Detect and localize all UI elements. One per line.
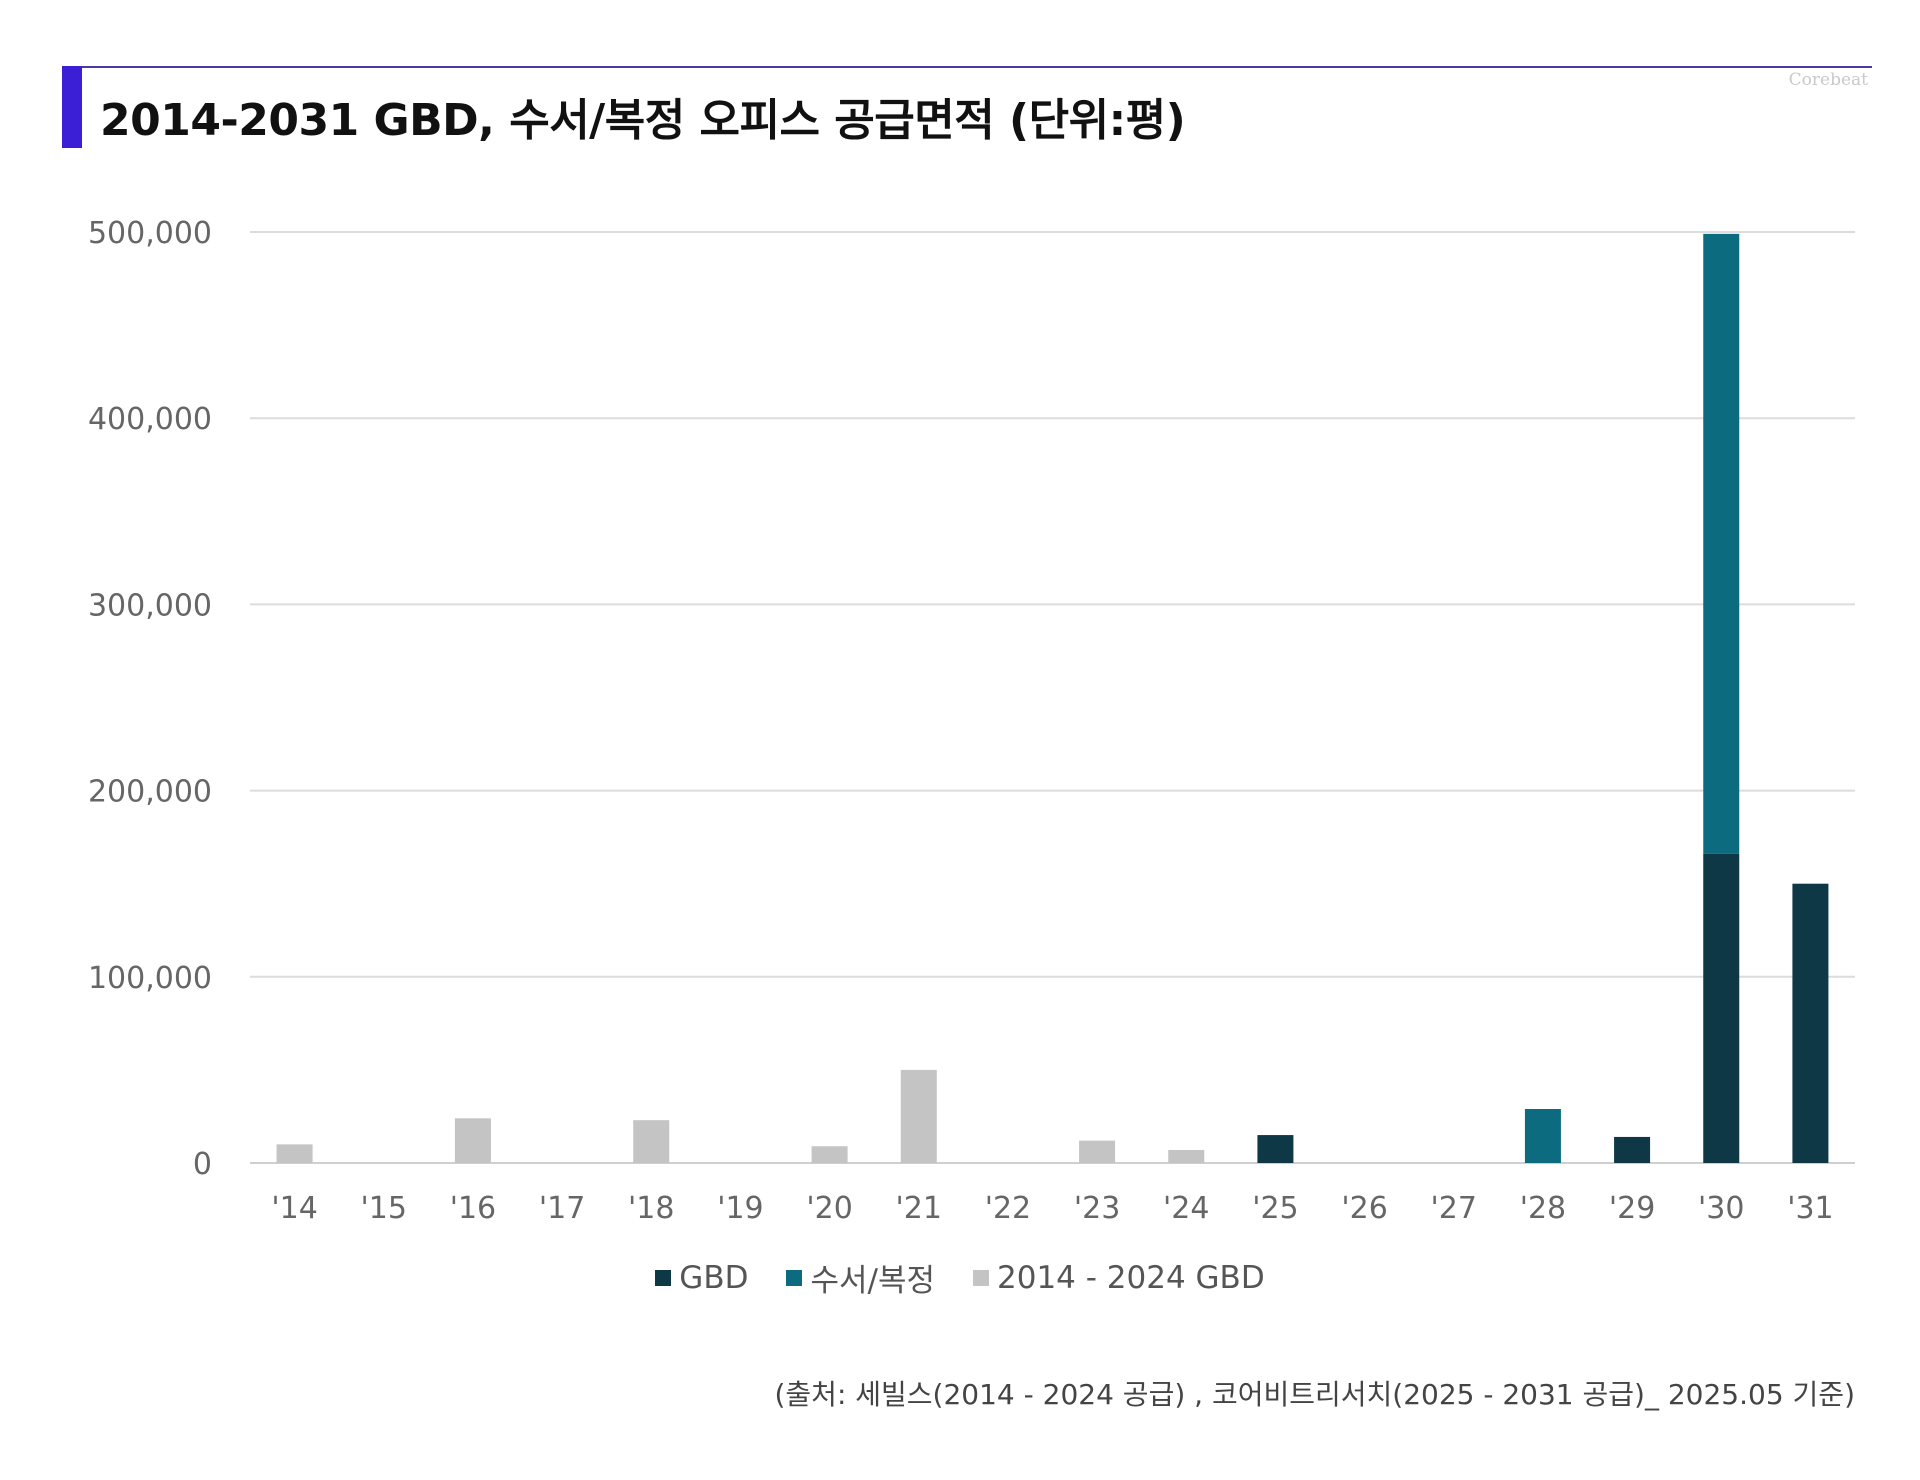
chart-title: 2014-2031 GBD, 수서/복정 오피스 공급면적 (단위:평) xyxy=(100,95,1186,146)
x-tick-label: '26 xyxy=(1341,1191,1387,1226)
x-tick-label: '15 xyxy=(361,1191,407,1226)
brand-watermark: Corebeat xyxy=(1788,70,1868,90)
x-tick-label: '23 xyxy=(1074,1191,1120,1226)
bar-25-GBD xyxy=(1257,1135,1294,1163)
legend-label: GBD xyxy=(679,1259,749,1296)
legend: GBD 수서/복정 2014 - 2024 GBD xyxy=(0,1255,1920,1300)
x-tick-label: '27 xyxy=(1431,1191,1477,1226)
x-tick-label: '21 xyxy=(896,1191,942,1226)
x-tick-label: '20 xyxy=(806,1191,852,1226)
source-note: (출처: 세빌스(2014 - 2024 공급) , 코어비트리서치(2025 … xyxy=(774,1378,1856,1411)
legend-item: GBD xyxy=(655,1255,748,1300)
bar-29-GBD xyxy=(1614,1136,1651,1163)
bar-23-20142024GBD xyxy=(1079,1140,1116,1163)
bar-16-20142024GBD xyxy=(454,1118,491,1163)
legend-swatch xyxy=(655,1269,672,1286)
y-tick-label: 100,000 xyxy=(88,961,212,996)
y-tick-label: 300,000 xyxy=(88,588,212,623)
legend-item: 2014 - 2024 GBD xyxy=(973,1255,1265,1300)
bar-24-20142024GBD xyxy=(1168,1149,1205,1163)
x-tick-label: '19 xyxy=(717,1191,763,1226)
header-accent-bar xyxy=(62,66,82,148)
y-tick-label: 500,000 xyxy=(88,216,212,251)
x-tick-label: '16 xyxy=(450,1191,496,1226)
x-tick-label: '30 xyxy=(1698,1191,1744,1226)
x-tick-label: '24 xyxy=(1163,1191,1209,1226)
x-tick-label: '14 xyxy=(271,1191,317,1226)
x-tick-label: '25 xyxy=(1252,1191,1298,1226)
bar-20-20142024GBD xyxy=(811,1146,848,1163)
gridlines xyxy=(250,231,1855,1164)
legend-label: 2014 - 2024 GBD xyxy=(997,1259,1265,1296)
x-tick-label: '29 xyxy=(1609,1191,1655,1226)
legend-label: 수서/복정 xyxy=(810,1263,935,1299)
y-tick-label: 200,000 xyxy=(88,775,212,810)
bar-31-GBD xyxy=(1792,883,1829,1163)
y-axis-ticks: 0 100,000 200,000 300,000 400,000 500,000 xyxy=(88,216,212,1182)
bar-30-GBD xyxy=(1703,853,1740,1163)
x-tick-label: '22 xyxy=(985,1191,1031,1226)
legend-item: 수서/복정 xyxy=(786,1255,935,1300)
x-tick-label: '17 xyxy=(539,1191,585,1226)
legend-swatch xyxy=(973,1269,989,1286)
bar-chart: 0 100,000 200,000 300,000 400,000 500,000 '14… xyxy=(88,216,1855,1226)
y-tick-label: 400,000 xyxy=(88,402,212,437)
x-tick-label: '28 xyxy=(1520,1191,1566,1226)
bar-28-수서복정 xyxy=(1524,1109,1561,1163)
bar-18-20142024GBD xyxy=(633,1120,670,1163)
x-tick-label: '31 xyxy=(1787,1191,1833,1226)
bar-21-20142024GBD xyxy=(900,1069,937,1163)
x-axis-ticks: '14 '15 '16 '17 '18 '19 '20 '21 '22 '23 '24 '25 '26 '… xyxy=(271,1191,1833,1226)
header-rule xyxy=(62,66,1872,68)
x-tick-label: '18 xyxy=(628,1191,674,1226)
bars xyxy=(276,233,1829,1163)
bar-14-20142024GBD xyxy=(276,1144,313,1163)
y-tick-label: 0 xyxy=(193,1147,212,1182)
legend-swatch xyxy=(786,1269,803,1286)
bar-30-수서복정 xyxy=(1703,233,1740,854)
